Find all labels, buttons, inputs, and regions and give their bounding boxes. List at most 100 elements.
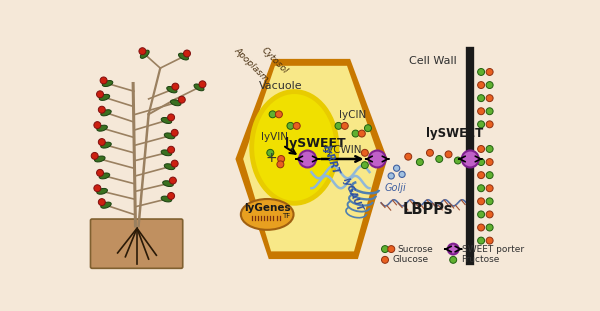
Circle shape (486, 81, 493, 89)
Ellipse shape (252, 92, 337, 203)
Text: TF: TF (282, 213, 290, 219)
Circle shape (416, 159, 424, 165)
Circle shape (486, 146, 493, 152)
Text: Cell Wall: Cell Wall (409, 56, 457, 66)
Circle shape (98, 139, 106, 146)
Circle shape (171, 160, 178, 167)
Circle shape (486, 159, 493, 165)
Circle shape (94, 122, 101, 128)
Circle shape (278, 156, 284, 162)
Circle shape (486, 121, 493, 128)
Text: Vacuole: Vacuole (259, 81, 302, 91)
Text: Glucose: Glucose (393, 255, 429, 264)
Circle shape (178, 96, 185, 103)
Ellipse shape (164, 164, 175, 169)
Circle shape (167, 114, 175, 121)
Circle shape (394, 165, 400, 171)
Circle shape (358, 130, 365, 137)
Circle shape (478, 159, 485, 165)
Circle shape (478, 68, 485, 76)
Circle shape (478, 81, 485, 89)
Ellipse shape (99, 94, 110, 100)
Text: Fructose: Fructose (461, 255, 499, 264)
Ellipse shape (161, 150, 172, 156)
Circle shape (335, 123, 342, 129)
Circle shape (486, 185, 493, 192)
Circle shape (169, 177, 176, 184)
Circle shape (478, 211, 485, 218)
Circle shape (98, 199, 106, 206)
Ellipse shape (101, 142, 111, 148)
Circle shape (299, 151, 316, 167)
Circle shape (486, 172, 493, 179)
Text: +: + (265, 151, 277, 165)
Circle shape (382, 256, 388, 263)
Ellipse shape (102, 81, 113, 86)
Circle shape (445, 151, 452, 158)
Ellipse shape (161, 196, 172, 202)
Ellipse shape (99, 173, 110, 179)
Text: SWEET porter: SWEET porter (463, 244, 524, 253)
Circle shape (486, 237, 493, 244)
Circle shape (427, 149, 433, 156)
Circle shape (341, 123, 348, 129)
Text: lyCWIN: lyCWIN (323, 145, 361, 155)
Circle shape (171, 129, 178, 136)
Ellipse shape (140, 50, 149, 58)
Polygon shape (235, 59, 388, 259)
Ellipse shape (97, 125, 107, 131)
Circle shape (361, 149, 368, 156)
FancyBboxPatch shape (71, 34, 544, 281)
Circle shape (269, 111, 276, 118)
Circle shape (486, 211, 493, 218)
Circle shape (97, 169, 104, 176)
Ellipse shape (95, 156, 105, 162)
Circle shape (382, 246, 388, 253)
Ellipse shape (194, 84, 204, 91)
Circle shape (352, 130, 359, 137)
Circle shape (478, 172, 485, 179)
Circle shape (361, 162, 368, 169)
Polygon shape (243, 66, 380, 251)
Circle shape (478, 185, 485, 192)
Ellipse shape (241, 199, 293, 230)
Circle shape (167, 193, 175, 199)
Circle shape (478, 108, 485, 115)
Ellipse shape (163, 181, 173, 187)
Circle shape (100, 77, 107, 84)
Circle shape (448, 244, 458, 254)
Circle shape (486, 198, 493, 205)
Text: Sucrose: Sucrose (397, 244, 433, 253)
Circle shape (98, 106, 106, 113)
Circle shape (267, 149, 274, 156)
Circle shape (478, 198, 485, 205)
Circle shape (478, 224, 485, 231)
Ellipse shape (161, 118, 172, 123)
Ellipse shape (101, 110, 111, 116)
Ellipse shape (101, 202, 111, 208)
Circle shape (167, 146, 175, 153)
Circle shape (478, 121, 485, 128)
Circle shape (184, 50, 190, 57)
Ellipse shape (178, 53, 188, 60)
Circle shape (388, 246, 395, 253)
Circle shape (199, 81, 206, 88)
Circle shape (91, 152, 98, 159)
Ellipse shape (164, 133, 175, 139)
Text: lyVIN: lyVIN (262, 132, 289, 142)
Circle shape (486, 95, 493, 102)
Text: Golji: Golji (385, 183, 407, 193)
Circle shape (139, 48, 146, 55)
Text: lyRRT: lyRRT (321, 144, 341, 176)
Circle shape (486, 68, 493, 76)
Circle shape (436, 156, 443, 162)
Text: lySWEET: lySWEET (426, 128, 484, 141)
Circle shape (277, 161, 284, 168)
Text: lyCIN: lyCIN (339, 110, 366, 120)
Circle shape (486, 224, 493, 231)
Circle shape (450, 256, 457, 263)
Circle shape (486, 108, 493, 115)
Text: lySWEET: lySWEET (285, 137, 346, 150)
Circle shape (364, 125, 371, 132)
Text: Apoplasm: Apoplasm (233, 45, 271, 83)
